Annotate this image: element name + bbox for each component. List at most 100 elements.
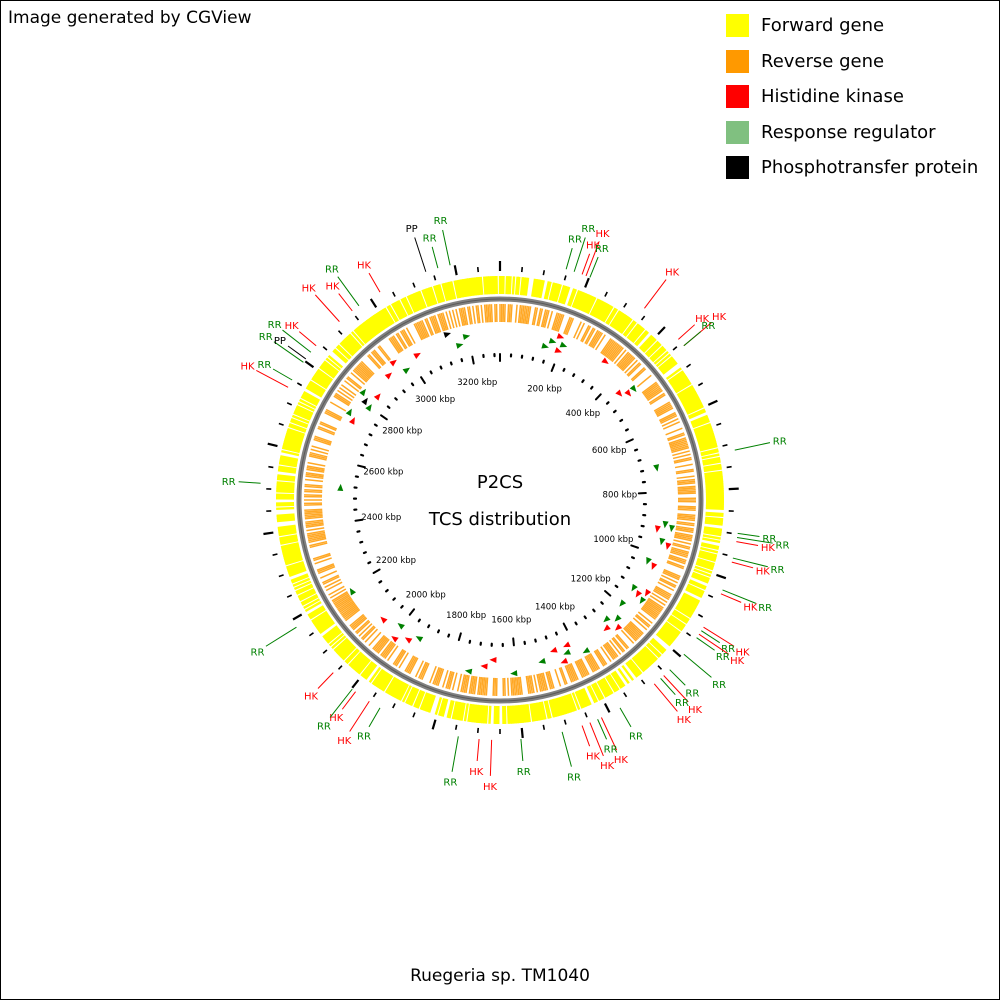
- forward-gene-mark: [322, 625, 338, 639]
- forward-gene-mark: [674, 380, 691, 393]
- forward-gene-mark: [664, 621, 681, 635]
- forward-gene-mark: [688, 409, 707, 420]
- forward-gene-mark: [302, 392, 320, 404]
- outer-tick: [604, 291, 608, 297]
- forward-gene-mark: [705, 491, 724, 495]
- forward-gene-mark: [448, 281, 455, 300]
- reverse-gene-mark: [339, 602, 356, 615]
- callout-label-rr: RR: [423, 233, 437, 244]
- forward-gene-mark: [343, 338, 358, 353]
- forward-gene-mark: [699, 550, 718, 557]
- forward-gene-mark: [422, 693, 432, 712]
- reverse-gene-mark: [655, 585, 672, 596]
- outer-tick: [623, 692, 628, 698]
- callout-line: [653, 683, 678, 712]
- forward-gene-mark: [697, 554, 716, 562]
- callout-line: [683, 331, 702, 347]
- callout-line: [314, 294, 340, 322]
- forward-gene-mark: [427, 695, 436, 713]
- forward-gene-mark: [577, 689, 587, 708]
- forward-gene-mark: [535, 279, 542, 298]
- forward-gene-mark: [534, 279, 540, 298]
- forward-gene-mark: [698, 553, 717, 561]
- forward-gene-mark: [660, 627, 676, 641]
- ruler-tick: [614, 584, 619, 589]
- reverse-gene-mark: [408, 657, 419, 675]
- forward-gene-mark: [519, 277, 525, 296]
- forward-gene-mark: [298, 589, 316, 600]
- forward-gene-mark: [381, 308, 394, 325]
- forward-gene-mark: [664, 622, 680, 636]
- reverse-gene-mark: [432, 315, 440, 333]
- forward-gene-mark: [554, 697, 562, 716]
- feature-mark-hk: [384, 372, 392, 380]
- reverse-gene-mark: [319, 421, 338, 430]
- forward-gene-mark: [279, 535, 298, 542]
- reverse-gene-mark: [542, 672, 549, 691]
- ruler-label: 200 kbp: [527, 385, 562, 395]
- callout-line: [581, 253, 591, 275]
- callout-label-rr: RR: [762, 534, 776, 545]
- reverse-gene-mark: [360, 360, 375, 375]
- feature-mark-rr: [349, 587, 357, 596]
- reverse-gene-mark: [662, 571, 680, 581]
- forward-gene-mark: [506, 705, 510, 724]
- kbp-ruler: 200 kbp 400 kbp 600 kbp 800 kbp 1000 kbp 1200…: [352, 353, 648, 648]
- backbone-ring-edge: [298, 298, 702, 702]
- forward-gene-mark: [482, 705, 487, 724]
- forward-gene-mark: [342, 339, 357, 355]
- forward-gene-mark: [624, 321, 637, 337]
- forward-gene-mark: [439, 698, 447, 717]
- reverse-gene-mark: [666, 561, 684, 570]
- forward-gene-mark: [696, 431, 714, 440]
- reverse-gene-mark: [620, 356, 635, 371]
- forward-gene-mark: [703, 531, 722, 537]
- feature-mark-hk: [550, 646, 558, 653]
- reverse-gene-mark: [435, 668, 443, 686]
- forward-gene-mark: [574, 291, 584, 309]
- ruler-tick: [550, 363, 556, 372]
- reverse-gene-mark: [514, 677, 518, 696]
- reverse-gene-mark: [646, 600, 662, 612]
- forward-gene-mark: [449, 281, 457, 300]
- forward-gene-mark: [363, 321, 376, 337]
- callout-line: [678, 324, 696, 340]
- forward-gene-mark: [397, 299, 408, 317]
- forward-gene-mark: [278, 462, 297, 468]
- forward-gene-mark: [424, 288, 433, 307]
- forward-gene-mark: [670, 374, 687, 387]
- forward-gene-mark: [360, 661, 374, 677]
- callout-line: [238, 481, 261, 484]
- forward-gene-mark: [315, 616, 332, 629]
- legend-item-phosphotransfer-protein: Phosphotransfer protein: [726, 150, 978, 186]
- feature-mark-rr: [548, 337, 557, 344]
- forward-gene-mark: [484, 705, 489, 724]
- callout-line: [698, 633, 730, 655]
- forward-gene-mark: [286, 429, 305, 438]
- callout-label-hk: HK: [337, 736, 352, 747]
- reverse-gene-mark: [477, 676, 481, 695]
- reverse-gene-mark: [458, 308, 464, 327]
- forward-gene-mark: [602, 677, 614, 695]
- forward-gene-mark: [277, 468, 296, 474]
- forward-gene-mark: [474, 277, 479, 296]
- reverse-gene-mark: [658, 411, 676, 422]
- callout-label-rr: RR: [604, 744, 618, 755]
- callout-label-hk: HK: [483, 782, 498, 793]
- ruler-tick: [512, 637, 515, 647]
- reverse-gene-mark: [399, 330, 411, 348]
- organism-name: Ruegeria sp. TM1040: [410, 966, 590, 986]
- forward-gene-mark: [395, 300, 407, 318]
- forward-gene-mark: [364, 320, 378, 336]
- reverse-gene-mark: [655, 404, 672, 415]
- callout-label-hk: HK: [688, 705, 703, 716]
- forward-gene-mark: [576, 291, 586, 310]
- forward-gene-mark: [409, 688, 420, 707]
- reverse-gene-mark: [456, 673, 463, 692]
- forward-gene-mark: [651, 348, 667, 363]
- forward-gene-mark: [276, 484, 295, 489]
- forward-gene-mark: [681, 394, 699, 405]
- reverse-gene-mark: [510, 677, 513, 696]
- ruler-tick: [357, 464, 366, 469]
- ruler-tick: [392, 597, 396, 601]
